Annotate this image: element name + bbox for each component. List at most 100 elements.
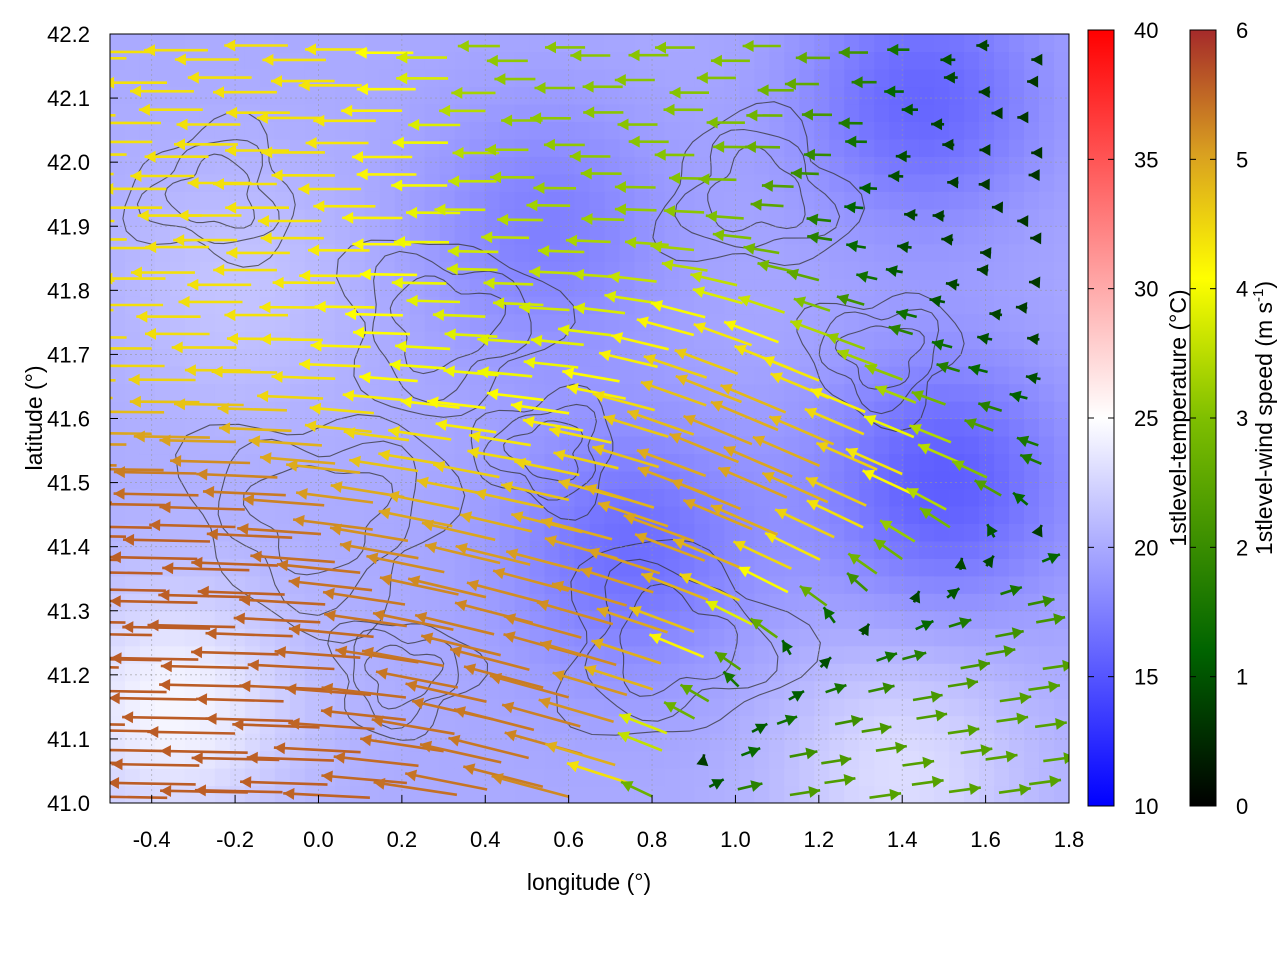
heatmap-cell	[169, 645, 186, 664]
heatmap-cell	[649, 86, 666, 105]
wind-arrow	[710, 400, 779, 432]
heatmap-cell	[559, 715, 576, 734]
heatmap-cell	[409, 593, 426, 612]
wind-arrow	[861, 722, 892, 735]
heatmap-cell	[754, 680, 770, 699]
wind-arrow	[271, 75, 335, 88]
heatmap-cell	[229, 296, 246, 315]
heatmap-cell	[949, 418, 965, 437]
heatmap-cell	[529, 243, 546, 262]
heatmap-cell	[604, 628, 621, 647]
wind-arrow	[248, 435, 322, 448]
wind-arrow	[170, 455, 251, 467]
wind-arrow	[341, 104, 403, 117]
heatmap-cell	[979, 715, 995, 734]
wind-arrow	[389, 359, 446, 372]
heatmap-cell	[784, 558, 800, 577]
heatmap-cell	[949, 523, 965, 542]
heatmap-cell	[904, 366, 920, 385]
heatmap-cell	[1054, 575, 1069, 594]
wind-arrow	[947, 176, 959, 189]
wind-arrow	[453, 706, 535, 732]
wind-arrow	[737, 780, 763, 792]
heatmap-cell	[754, 51, 770, 70]
heatmap-cell	[364, 558, 381, 577]
heatmap-cell	[964, 191, 980, 210]
heatmap-cell	[709, 191, 725, 210]
heatmap-cell	[169, 733, 186, 752]
heatmap-cell	[904, 226, 920, 245]
heatmap-cell	[919, 138, 935, 157]
heatmap-cell	[364, 435, 381, 455]
heatmap-cell	[649, 261, 666, 280]
wind-arrow	[717, 466, 788, 499]
wind-arrow	[614, 203, 657, 216]
wind-arrow	[206, 528, 293, 541]
heatmap-cell	[799, 733, 815, 752]
heatmap-cell	[379, 435, 396, 455]
heatmap-cell	[739, 226, 755, 245]
heatmap-cell	[769, 68, 785, 88]
heatmap-cell	[349, 470, 366, 490]
wind-arrow	[851, 76, 877, 89]
heatmap-cell	[754, 733, 770, 752]
heatmap-cell	[979, 575, 995, 594]
heatmap-cell	[544, 208, 561, 227]
heatmap-cell	[589, 191, 606, 210]
wind-arrow	[801, 108, 833, 121]
heatmap-cell	[784, 51, 800, 70]
heatmap-cell	[979, 488, 995, 507]
heatmap-cell	[739, 191, 755, 210]
wind-arrow	[825, 683, 847, 695]
heatmap-cell	[919, 34, 935, 53]
heatmap-cell	[529, 523, 546, 542]
heatmap-cell	[349, 34, 366, 53]
heatmap-cell	[514, 645, 531, 664]
heatmap-cell	[709, 470, 725, 490]
heatmap-cell	[889, 68, 905, 88]
wind-arrow	[122, 621, 211, 634]
wind-arrow	[902, 756, 935, 769]
heatmap-cell	[184, 540, 201, 559]
heatmap-cell	[949, 261, 965, 280]
heatmap-cell	[829, 593, 845, 612]
heatmap-cell	[889, 226, 905, 245]
heatmap-cell	[679, 331, 695, 350]
colorbar-tick-label: 2	[1236, 535, 1248, 560]
heatmap-cell	[829, 523, 845, 542]
heatmap-cell	[154, 138, 171, 157]
wind-arrow	[980, 247, 992, 259]
heatmap-cell	[709, 34, 725, 53]
heatmap-cell	[499, 348, 516, 367]
heatmap-cell	[604, 313, 621, 332]
heatmap-cell	[979, 628, 995, 647]
heatmap-cell	[544, 785, 561, 803]
wind-arrow	[789, 786, 821, 798]
heatmap-cell	[814, 680, 830, 699]
heatmap-cell	[229, 366, 246, 385]
wind-arrow	[931, 339, 953, 351]
heatmap-cell	[124, 208, 141, 227]
heatmap-cell	[589, 51, 606, 70]
heatmap-cell	[259, 348, 276, 367]
wind-arrow	[435, 419, 497, 434]
heatmap-cell	[424, 698, 441, 717]
heatmap-cell	[919, 243, 935, 262]
wind-arrow	[257, 215, 322, 227]
heatmap-cell	[844, 663, 860, 682]
heatmap-cell	[799, 715, 815, 734]
heatmap-cell	[889, 768, 905, 787]
heatmap-cell	[784, 768, 800, 787]
heatmap-cell	[754, 750, 770, 769]
wind-arrow	[864, 363, 903, 381]
heatmap-cell	[964, 121, 980, 140]
heatmap-cell	[889, 103, 905, 122]
heatmap-cell	[604, 191, 621, 210]
heatmap-cell	[439, 51, 456, 70]
heatmap-cell	[274, 383, 291, 402]
heatmap-cell	[1039, 173, 1055, 192]
wind-arrow	[378, 507, 453, 528]
heatmap-cell	[379, 418, 396, 437]
heatmap-cell	[604, 278, 621, 297]
wind-arrow	[247, 659, 335, 672]
